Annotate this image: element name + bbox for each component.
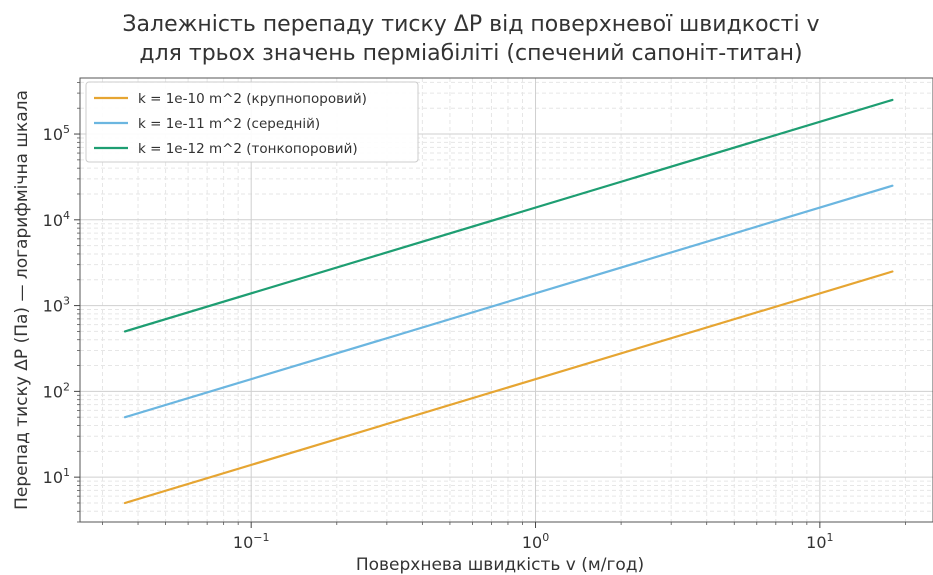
y-axis-label: Перепад тиску ΔP (Па) — логарифмічна шка… [12,90,32,510]
x-tick-label: 10−1 [233,531,270,552]
x-tick-label: 101 [806,531,833,552]
legend-box [85,81,419,163]
legend-label-2: k = 1e-11 m^2 (середній) [138,116,320,132]
series-lines [123,98,894,505]
y-tick-label: 101 [43,466,70,487]
series-line-2 [123,184,894,419]
x-tick-label: 100 [522,531,549,552]
legend-label-3: k = 1e-12 m^2 (тонкопоровий) [138,141,358,157]
chart-title-line-2: для трьох значень перміабіліті (спечений… [139,41,802,66]
series-line-1 [123,270,894,505]
y-tick-label: 102 [43,380,70,401]
chart-title-line-1: Залежність перепаду тиску ΔP від поверхн… [122,12,819,37]
y-tick-label: 103 [43,295,70,316]
y-tick-label: 104 [43,209,70,230]
major-gridlines [80,78,933,522]
legend-label-1: k = 1e-10 m^2 (крупнопоровий) [138,91,367,107]
minor-gridlines [80,78,933,523]
plot-frame [79,77,933,523]
y-tick-label: 105 [43,123,70,144]
legend: k = 1e-10 m^2 (крупнопоровий) k = 1e-11 m… [85,81,419,163]
axis-ticks: 10−1 100 101 101 102 103 104 105 [43,81,906,552]
x-axis-label: Поверхнева швидкість v (м/год) [356,555,644,575]
series-line-3 [123,98,894,333]
